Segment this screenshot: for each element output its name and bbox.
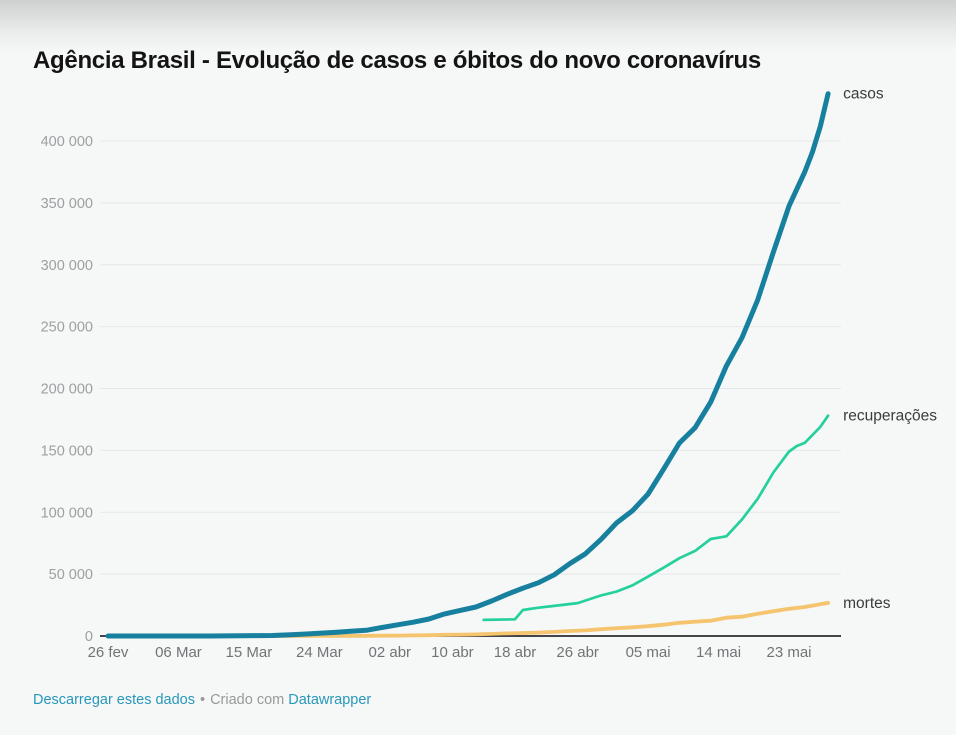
created-with-label: Criado com [210, 692, 285, 708]
datawrapper-link[interactable]: Datawrapper [288, 692, 372, 708]
x-axis-tick-label: 02 abr [369, 644, 412, 661]
line-recuperacoes [482, 414, 830, 622]
x-axis-tick-label: 26 abr [556, 644, 599, 661]
download-data-link[interactable]: Descarregar estes dados [33, 692, 195, 708]
line-mortes [262, 601, 830, 638]
series-label-casos: casos [843, 86, 884, 103]
y-axis-tick-label: 100 000 [41, 505, 93, 521]
page-title: Agência Brasil - Evolução de casos e óbi… [33, 47, 761, 75]
footer-separator: • [200, 692, 206, 708]
series-label-mortes: mortes [843, 595, 891, 612]
y-axis-tick-label: 350 000 [41, 196, 93, 212]
y-axis-tick-label: 150 000 [41, 443, 93, 459]
line-casos [105, 91, 831, 639]
y-axis-tick-label: 0 [85, 629, 93, 645]
x-axis-tick-label: 05 mai [626, 644, 671, 661]
x-axis-tick-label: 18 abr [494, 644, 537, 661]
y-axis-tick-label: 250 000 [41, 320, 93, 336]
y-axis-tick-label: 300 000 [41, 258, 93, 274]
x-axis-tick-label: 15 Mar [226, 644, 273, 661]
x-axis-tick-label: 06 Mar [155, 644, 202, 661]
x-axis-tick-label: 14 mai [696, 644, 741, 661]
y-axis-tick-label: 400 000 [41, 134, 93, 150]
y-axis-tick-label: 50 000 [49, 567, 93, 583]
chart-footer: Descarregar estes dados • Criado com Dataw… [33, 692, 371, 708]
series-label-recuperacoes: recuperações [843, 408, 937, 425]
y-axis-tick-label: 200 000 [41, 382, 93, 398]
x-axis-tick-label: 23 mai [766, 644, 811, 661]
x-axis-tick-label: 24 Mar [296, 644, 343, 661]
x-axis-tick-label: 26 fev [88, 644, 129, 661]
x-axis-tick-label: 10 abr [431, 644, 474, 661]
